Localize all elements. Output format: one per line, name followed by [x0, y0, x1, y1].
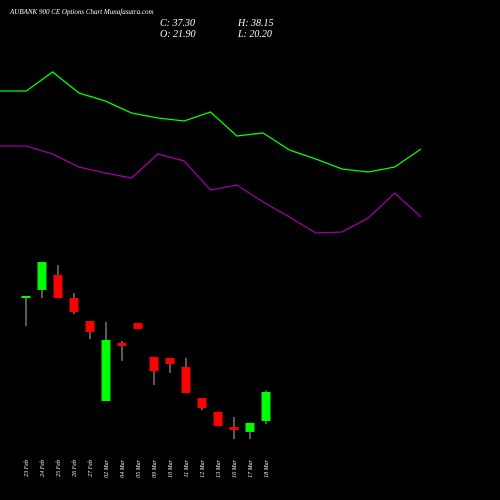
candle-body [133, 323, 143, 329]
x-tick-label: 02 Mar [104, 459, 110, 477]
candle-body [117, 343, 127, 347]
ohlc-label: C: 37.30 [160, 18, 195, 29]
chart-title: AUBANK 900 CE Options Chart Munafasutra.… [9, 8, 154, 16]
ohlc-label: H: 38.15 [237, 18, 274, 29]
x-tick-label: 12 Mar [200, 459, 206, 477]
candle-body [181, 366, 191, 393]
candle-body [245, 422, 255, 432]
candle-body [69, 298, 79, 312]
x-tick-label: 26 Feb [72, 460, 78, 477]
x-tick-label: 27 Feb [88, 460, 94, 477]
x-tick-label: 11 Mar [184, 459, 190, 477]
x-tick-label: 04 Mar [119, 459, 126, 477]
indicator-line [0, 71, 422, 173]
x-tick-label: 05 Mar [136, 459, 142, 477]
candle-body [101, 340, 111, 402]
x-tick-label: 16 Mar [232, 459, 238, 477]
candle-body [229, 427, 239, 431]
x-tick-label: 09 Mar [152, 459, 158, 477]
x-tick-label: 10 Mar [168, 459, 174, 477]
candle-body [37, 262, 47, 290]
ohlc-label: L: 20.20 [237, 29, 272, 40]
candle-body [261, 391, 271, 421]
indicator-line [0, 145, 422, 234]
candle-body [85, 320, 95, 332]
x-tick-label: 13 Mar [216, 459, 222, 477]
candle-body [149, 356, 159, 372]
x-tick-label: 17 Mar [248, 459, 254, 477]
ohlc-label: O: 21.90 [160, 29, 196, 40]
candle-body [165, 357, 175, 364]
candle-body [213, 411, 223, 427]
x-tick-label: 25 Feb [56, 460, 62, 477]
x-tick-label: 24 Feb [39, 460, 46, 477]
candle-body [53, 275, 63, 299]
candle-body [197, 398, 207, 409]
x-tick-label: 23 Feb [24, 460, 30, 477]
candle-body [21, 295, 31, 299]
x-tick-label: 18 Mar [264, 459, 270, 477]
